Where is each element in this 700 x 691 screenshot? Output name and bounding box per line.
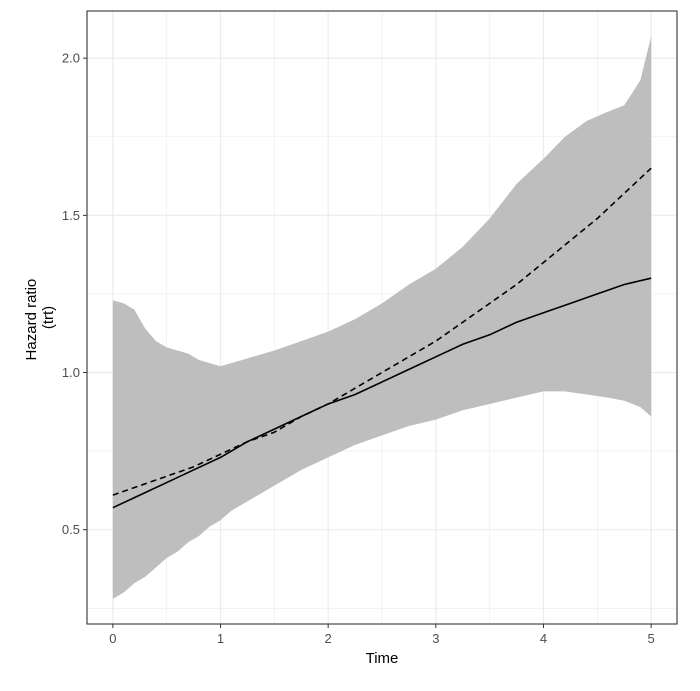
x-tick-label: 2: [325, 631, 332, 646]
y-axis-title: Hazard ratio (trt): [23, 275, 57, 361]
panel-border: [86, 10, 678, 625]
x-axis: 0 1 2 3 4 5: [109, 624, 655, 646]
x-axis-title: Time: [366, 650, 399, 667]
y-tick-label: 0.5: [62, 522, 80, 537]
y-tick-label: 1.0: [62, 365, 80, 380]
y-axis: 0.5 1.0 1.5 2.0: [62, 51, 87, 537]
y-tick-label: 1.5: [62, 208, 80, 223]
confidence-band: [112, 36, 652, 599]
y-axis-title-line-1: Hazard ratio: [23, 279, 40, 361]
x-tick-label: 4: [540, 631, 547, 646]
y-tick-label: 2.0: [62, 51, 80, 66]
series-line-dashed: [112, 167, 652, 496]
x-tick-label: 5: [648, 631, 655, 646]
confidence-band-layer: [112, 36, 652, 599]
x-tick-label: 1: [217, 631, 224, 646]
series-line-solid: [112, 277, 652, 509]
x-tick-label: 3: [432, 631, 439, 646]
y-axis-title-line-2: (trt): [40, 306, 57, 329]
x-tick-label: 0: [109, 631, 116, 646]
series-layer: [112, 167, 652, 509]
